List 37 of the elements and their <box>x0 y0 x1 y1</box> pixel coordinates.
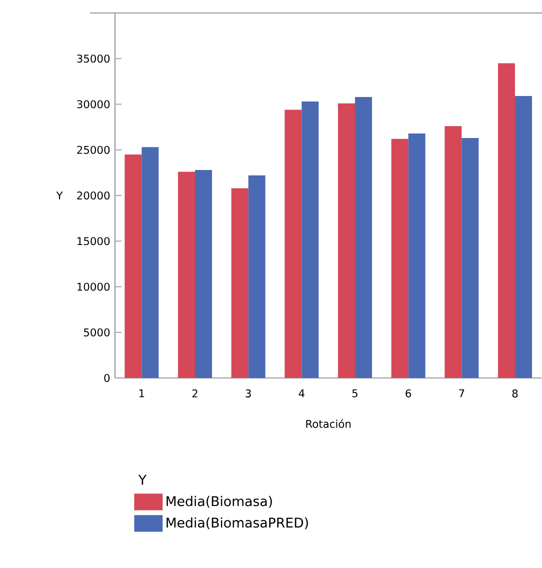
y-tick-label: 30000 <box>77 100 110 108</box>
y-tick-label: 15000 <box>78 237 110 246</box>
legend-title: Y <box>138 474 147 485</box>
bar <box>462 138 479 378</box>
bar <box>514 96 532 378</box>
x-tick-label: 2 <box>192 389 198 398</box>
y-tick-label: 0 <box>104 374 110 382</box>
y-axis-title: Y <box>56 192 63 200</box>
y-tick-label: 10000 <box>78 282 110 291</box>
bar <box>391 138 408 378</box>
x-axis-title: Rotación <box>306 419 351 428</box>
x-tick-label: 4 <box>298 389 304 398</box>
bar <box>194 170 212 378</box>
bar <box>284 110 302 378</box>
y-tick-label: 25000 <box>77 146 110 154</box>
bar <box>124 154 142 378</box>
legend-label: Media(BiomasaPRED) <box>166 517 308 530</box>
bar <box>248 175 266 378</box>
bar <box>178 172 195 378</box>
y-tick-label: 35000 <box>77 54 110 63</box>
bar <box>231 188 248 378</box>
bar <box>302 102 319 378</box>
x-tick-label: 7 <box>459 389 464 398</box>
x-tick-label: 6 <box>406 389 412 398</box>
x-tick-label: 8 <box>512 389 518 398</box>
y-tick-label: 20000 <box>77 191 110 200</box>
bar <box>338 103 355 378</box>
bar <box>444 126 462 378</box>
bar <box>408 133 426 378</box>
bar <box>142 147 159 378</box>
x-tick-label: 5 <box>352 389 358 398</box>
x-tick-label: 1 <box>139 389 144 398</box>
bar <box>354 96 372 378</box>
legend-label: Media(Biomasa) <box>166 496 272 508</box>
bar <box>498 63 515 378</box>
y-tick-label: 5000 <box>84 328 110 336</box>
x-tick-label: 3 <box>246 389 251 398</box>
